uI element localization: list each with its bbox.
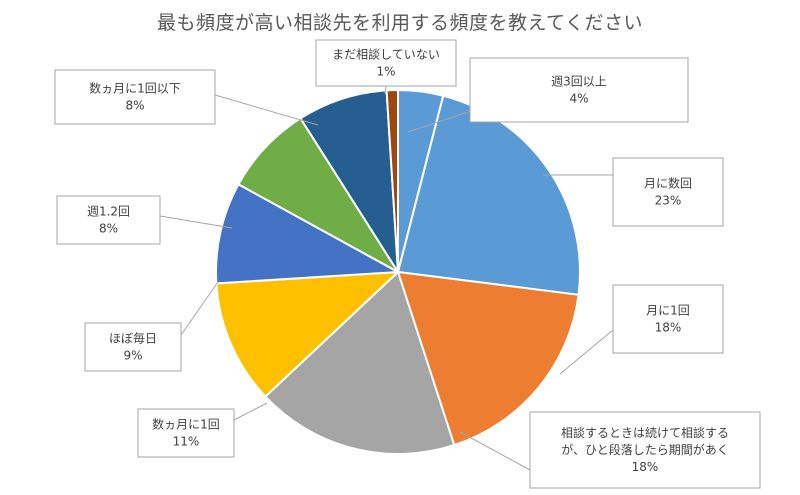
data-label-value: 18% <box>632 460 659 474</box>
data-label-callout: 月に数回 23% <box>543 157 724 227</box>
pie-wedges <box>215 88 581 455</box>
data-label-value: 23% <box>655 194 682 208</box>
pie-slice <box>215 182 402 285</box>
data-label-value: 11% <box>173 435 200 449</box>
data-label-value: 1% <box>376 65 395 79</box>
pie-slice <box>385 88 399 273</box>
callout-leader-line <box>233 402 268 421</box>
callout-box <box>529 411 761 489</box>
data-label-callout: ほぼ毎日 9% <box>84 281 219 372</box>
data-label-category: 月に数回 <box>644 176 692 191</box>
data-label-value: 9% <box>123 349 142 363</box>
data-label-category: ほぼ毎日 <box>109 331 157 346</box>
data-label-callout: 月に1回 18% <box>559 284 724 375</box>
data-label-category: 相談するときは続けて相談する <box>561 425 729 440</box>
data-label-category: 週1.2回 <box>87 205 130 219</box>
data-label-callout: 週1.2回 8% <box>56 195 233 245</box>
data-label-callout: 数ヵ月に1回 11% <box>137 402 268 458</box>
data-label-callout: 数ヵ月に1回以下 8% <box>54 69 319 126</box>
data-label-category: 数ヵ月に1回 <box>152 417 220 432</box>
callout-box <box>56 195 161 245</box>
chart-title: 最も頻度が高い相談先を利用する頻度を教えてください <box>157 12 643 34</box>
callout-leader-line <box>459 431 531 471</box>
callout-box <box>54 69 216 125</box>
pie-slice <box>396 270 580 447</box>
pie-callouts: 週3回以上4%月に数回23%月に1回18%相談するときは続けて相談するが、ひと段… <box>54 39 761 489</box>
data-label-value: 18% <box>655 321 682 335</box>
callout-box <box>612 284 724 354</box>
data-label-callout: まだ相談していない 1% <box>315 39 457 95</box>
callout-leader-line <box>214 94 319 126</box>
data-label-category: 数ヵ月に1回以下 <box>89 81 181 96</box>
callout-leader-line <box>159 215 233 229</box>
data-label-value: 8% <box>125 99 144 113</box>
pie-slice <box>215 270 401 399</box>
callout-leader-line <box>180 281 219 336</box>
callout-box <box>84 322 182 372</box>
pie-slice <box>263 270 456 455</box>
data-label-value: 8% <box>99 222 118 236</box>
data-label-category: 週3回以上 <box>551 75 607 89</box>
data-label-category: まだ相談していない <box>332 47 440 62</box>
data-label-category: 月に1回 <box>646 304 690 318</box>
callout-box <box>315 39 457 87</box>
data-label-category: が、ひと段落したら期間があく <box>561 442 728 457</box>
callout-box <box>612 157 724 227</box>
callout-box <box>469 57 689 123</box>
callout-leader-line <box>384 85 387 95</box>
data-label-value: 4% <box>569 92 588 106</box>
callout-leader-line <box>559 329 614 375</box>
data-label-callout: 週3回以上 4% <box>407 57 689 133</box>
pie-slice <box>299 89 399 273</box>
callout-box <box>137 408 235 458</box>
